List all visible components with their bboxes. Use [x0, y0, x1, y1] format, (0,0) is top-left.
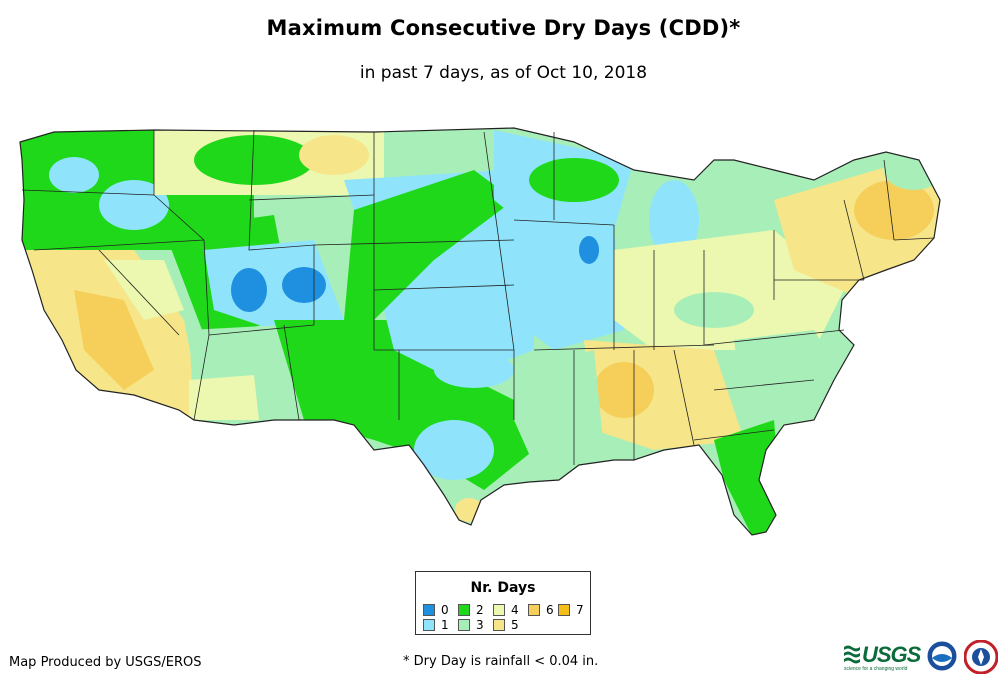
legend-swatch-3: [458, 619, 470, 631]
legend-label-2: 2: [476, 603, 484, 617]
region-newengland-6: [854, 180, 934, 240]
legend-swatch-7: [558, 604, 570, 616]
legend-item-1: 1: [423, 618, 449, 632]
region-ohio-valley-4: [614, 230, 844, 350]
usgs-logo-icon: [844, 644, 860, 664]
region-montana-2: [194, 135, 314, 185]
legend-swatch-5: [493, 619, 505, 631]
region-florida-2: [714, 420, 784, 535]
region-oregon-1: [99, 180, 169, 230]
usgs-wordmark: USGS: [862, 642, 921, 667]
region-arizona-4: [189, 375, 259, 420]
legend-item-7: 7: [558, 603, 584, 617]
region-washington-1: [49, 157, 99, 193]
region-montana-5: [299, 135, 369, 175]
region-michigan-1: [649, 180, 699, 260]
region-carolinas-3: [734, 330, 844, 420]
legend-label-4: 4: [511, 603, 519, 617]
dry-days-regions: [20, 128, 940, 535]
us-border: [19, 127, 941, 536]
region-california-6: [74, 290, 154, 390]
legend-label-0: 0: [441, 603, 449, 617]
legend-box: Nr. Days 0 2 4 6 7 1 3 5: [415, 571, 591, 635]
map-credit: Map Produced by USGS/EROS: [9, 655, 202, 670]
region-arkansas-3: [514, 350, 604, 465]
region-utah-0: [231, 268, 267, 312]
region-texas-south-5: [455, 498, 483, 522]
agency-logos: USGS science for a changing world: [842, 638, 1002, 678]
legend-label-6: 6: [546, 603, 554, 617]
legend-title: Nr. Days: [470, 580, 536, 596]
region-oklahoma-1: [434, 352, 514, 388]
legend-item-4: 4: [493, 603, 519, 617]
region-iowa-1: [514, 220, 624, 350]
legend-label-1: 1: [441, 618, 449, 632]
map-subtitle: in past 7 days, as of Oct 10, 2018: [359, 63, 648, 83]
legend-item-5: 5: [493, 618, 519, 632]
legend-item-6: 6: [528, 603, 554, 617]
region-texas-1: [414, 420, 494, 480]
legend-label-5: 5: [511, 618, 519, 632]
region-maine-3: [884, 150, 940, 190]
region-nevada-4: [104, 260, 184, 320]
legend-label-7: 7: [576, 603, 584, 617]
usgs-tagline: science for a changing world: [844, 666, 908, 672]
us-dry-days-map: [14, 120, 944, 550]
legend-item-2: 2: [458, 603, 484, 617]
legend-swatch-6: [528, 604, 540, 616]
legend-item-3: 3: [458, 618, 484, 632]
region-colorado-0: [282, 267, 326, 303]
legend-swatch-4: [493, 604, 505, 616]
map-title: Maximum Consecutive Dry Days (CDD)*: [266, 16, 741, 40]
region-wisconsin-2: [529, 158, 619, 202]
dry-day-note: * Dry Day is rainfall < 0.04 in.: [403, 654, 599, 669]
legend-swatch-2: [458, 604, 470, 616]
us-map-svg: [19, 127, 941, 536]
legend-swatch-0: [423, 604, 435, 616]
nws-logo-icon: [963, 639, 999, 675]
legend-swatch-1: [423, 619, 435, 631]
state-borders: [21, 129, 935, 465]
region-kentucky-3: [674, 292, 754, 328]
legend-item-0: 0: [423, 603, 449, 617]
noaa-logo-icon: [926, 640, 958, 672]
region-dakota-2: [344, 170, 514, 320]
region-mississippi-6: [594, 362, 654, 418]
legend-label-3: 3: [476, 618, 484, 632]
region-illinois-0: [579, 236, 599, 264]
